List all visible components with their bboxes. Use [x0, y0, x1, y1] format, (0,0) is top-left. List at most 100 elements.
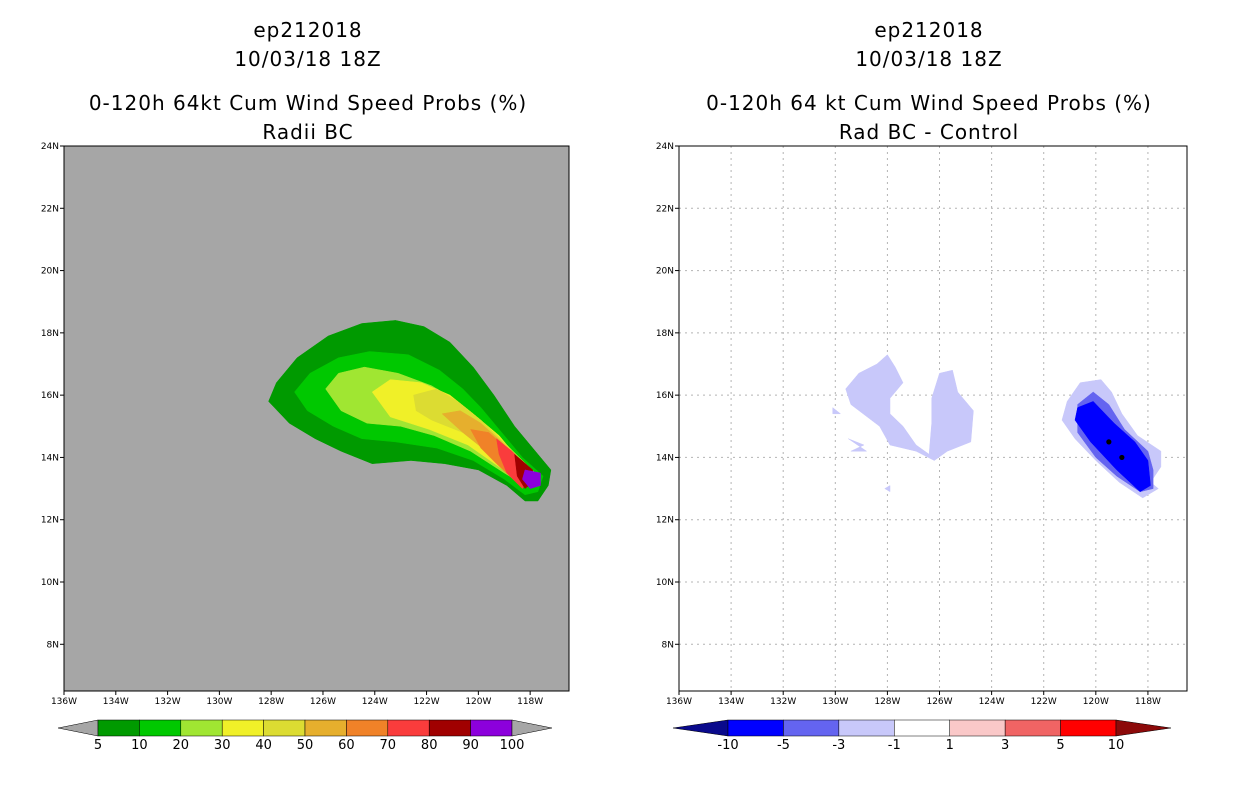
colorbar-label: -1	[888, 738, 901, 753]
colorbar-high-arrow	[511, 719, 553, 737]
colorbar-cell	[838, 719, 895, 737]
lon-tick-label: 134W	[718, 697, 744, 707]
colorbar-label: 70	[380, 738, 397, 753]
left-panel-title-block: ep212018 10/03/18 18Z 0-120h 64kt Cum Wi…	[58, 16, 558, 147]
right-colorbar: -10 -5 -3 -1 1 3 5 10	[672, 719, 1172, 753]
colorbar-cell	[470, 719, 513, 737]
colorbar-cell	[727, 719, 784, 737]
colorbar-label: 5	[94, 738, 102, 753]
lon-tick-label: 128W	[258, 697, 284, 707]
storm-center-marker	[1119, 454, 1125, 461]
colorbar-cell	[783, 719, 840, 737]
colorbar-label: 90	[462, 738, 479, 753]
lat-tick-label: 18N	[41, 329, 59, 339]
lat-tick-label: 22N	[656, 204, 674, 214]
lon-tick-label: 118W	[517, 697, 543, 707]
lon-tick-label: 132W	[155, 697, 181, 707]
plot-frame	[63, 145, 570, 692]
colorbar-label: 50	[297, 738, 314, 753]
colorbar-cell	[180, 719, 223, 737]
lon-tick-label: 124W	[979, 697, 1005, 707]
right-chart-subtitle: Rad BC - Control	[838, 120, 1020, 144]
left-datetime: 10/03/18 18Z	[234, 47, 382, 71]
colorbar-label: -5	[777, 738, 790, 753]
colorbar-cell	[346, 719, 389, 737]
colorbar-label: 80	[421, 738, 438, 753]
left-chart-subtitle: Radii BC	[262, 120, 354, 144]
lat-tick-label: 16N	[41, 391, 59, 401]
contour-region-neg1	[884, 485, 891, 493]
contour-region-neg5	[1074, 401, 1151, 493]
plot-frame	[678, 145, 1188, 692]
lat-tick-label: 14N	[41, 453, 59, 463]
right-storm-id: ep212018	[874, 18, 984, 42]
colorbar-cell	[1060, 719, 1117, 737]
colorbar-cell	[139, 719, 182, 737]
lon-tick-label: 134W	[103, 697, 129, 707]
lat-tick-label: 24N	[656, 142, 674, 152]
colorbar-label: 5	[1056, 738, 1064, 753]
lat-tick-label: 20N	[656, 267, 674, 277]
lon-tick-label: 124W	[362, 697, 388, 707]
colorbar-cell	[387, 719, 430, 737]
lat-tick-label: 10N	[656, 578, 674, 588]
colorbar-label: 3	[1001, 738, 1009, 753]
left-map-panel: 24N 22N 20N 18N 16N 14N 12N 10N 8N 136W 134W 132W 13…	[41, 142, 570, 707]
colorbar-cell	[894, 719, 950, 737]
lon-tick-label: 126W	[310, 697, 336, 707]
lat-tick-label: 8N	[47, 640, 59, 650]
colorbar-label: 1	[946, 738, 954, 753]
right-chart-title: 0-120h 64 kt Cum Wind Speed Probs (%)	[706, 91, 1152, 115]
lat-tick-label: 14N	[656, 453, 674, 463]
colorbar-cell	[428, 719, 471, 737]
lat-tick-label: 18N	[656, 329, 674, 339]
contour-region-neg1	[848, 438, 868, 452]
colorbar-label: 10	[131, 738, 148, 753]
right-map-panel: 24N 22N 20N 18N 16N 14N 12N 10N 8N 136W 134W 132W 13…	[656, 142, 1188, 707]
contour-region-neg1	[832, 407, 842, 415]
lon-tick-label: 130W	[822, 697, 848, 707]
lat-tick-label: 10N	[41, 578, 59, 588]
colorbar-low-arrow	[57, 719, 99, 737]
colorbar-cell	[221, 719, 264, 737]
contour-region-neg1	[845, 354, 974, 461]
lon-tick-label: 126W	[926, 697, 952, 707]
colorbar-label: 10	[1108, 738, 1125, 753]
lon-tick-label: 122W	[414, 697, 440, 707]
lon-tick-label: 118W	[1135, 697, 1161, 707]
colorbar-label: 100	[500, 738, 525, 753]
lon-tick-label: 130W	[206, 697, 232, 707]
colorbar-high-arrow	[1115, 719, 1172, 737]
lat-tick-label: 8N	[662, 640, 674, 650]
colorbar-cell	[949, 719, 1006, 737]
lat-tick-label: 20N	[41, 267, 59, 277]
left-colorbar: 5 10 20 30 40 50 60 70 80 90 100	[57, 719, 553, 753]
right-panel-title-block: ep212018 10/03/18 18Z 0-120h 64 kt Cum W…	[673, 16, 1185, 147]
left-chart-title: 0-120h 64kt Cum Wind Speed Probs (%)	[88, 91, 528, 115]
colorbar-label: 60	[338, 738, 355, 753]
storm-center-marker	[1106, 439, 1112, 445]
colorbar-low-arrow	[672, 719, 729, 737]
lon-tick-label: 120W	[1083, 697, 1109, 707]
lon-tick-label: 128W	[874, 697, 900, 707]
lon-tick-label: 136W	[51, 697, 77, 707]
right-datetime: 10/03/18 18Z	[855, 47, 1003, 71]
colorbar-cell	[263, 719, 306, 737]
lat-tick-label: 24N	[41, 142, 59, 152]
colorbar-label: -3	[832, 738, 845, 753]
colorbar-label: 40	[255, 738, 272, 753]
colorbar-cell	[97, 719, 140, 737]
lon-tick-label: 122W	[1031, 697, 1057, 707]
lon-tick-label: 136W	[666, 697, 692, 707]
lat-tick-label: 12N	[656, 516, 674, 526]
lon-tick-label: 132W	[770, 697, 796, 707]
colorbar-label: -10	[717, 738, 738, 753]
contour-region-90	[522, 469, 541, 489]
colorbar-label: 30	[214, 738, 231, 753]
colorbar-cell	[1004, 719, 1061, 737]
lat-tick-label: 22N	[41, 204, 59, 214]
left-storm-id: ep212018	[253, 18, 363, 42]
lat-tick-label: 16N	[656, 391, 674, 401]
lat-tick-label: 12N	[41, 516, 59, 526]
